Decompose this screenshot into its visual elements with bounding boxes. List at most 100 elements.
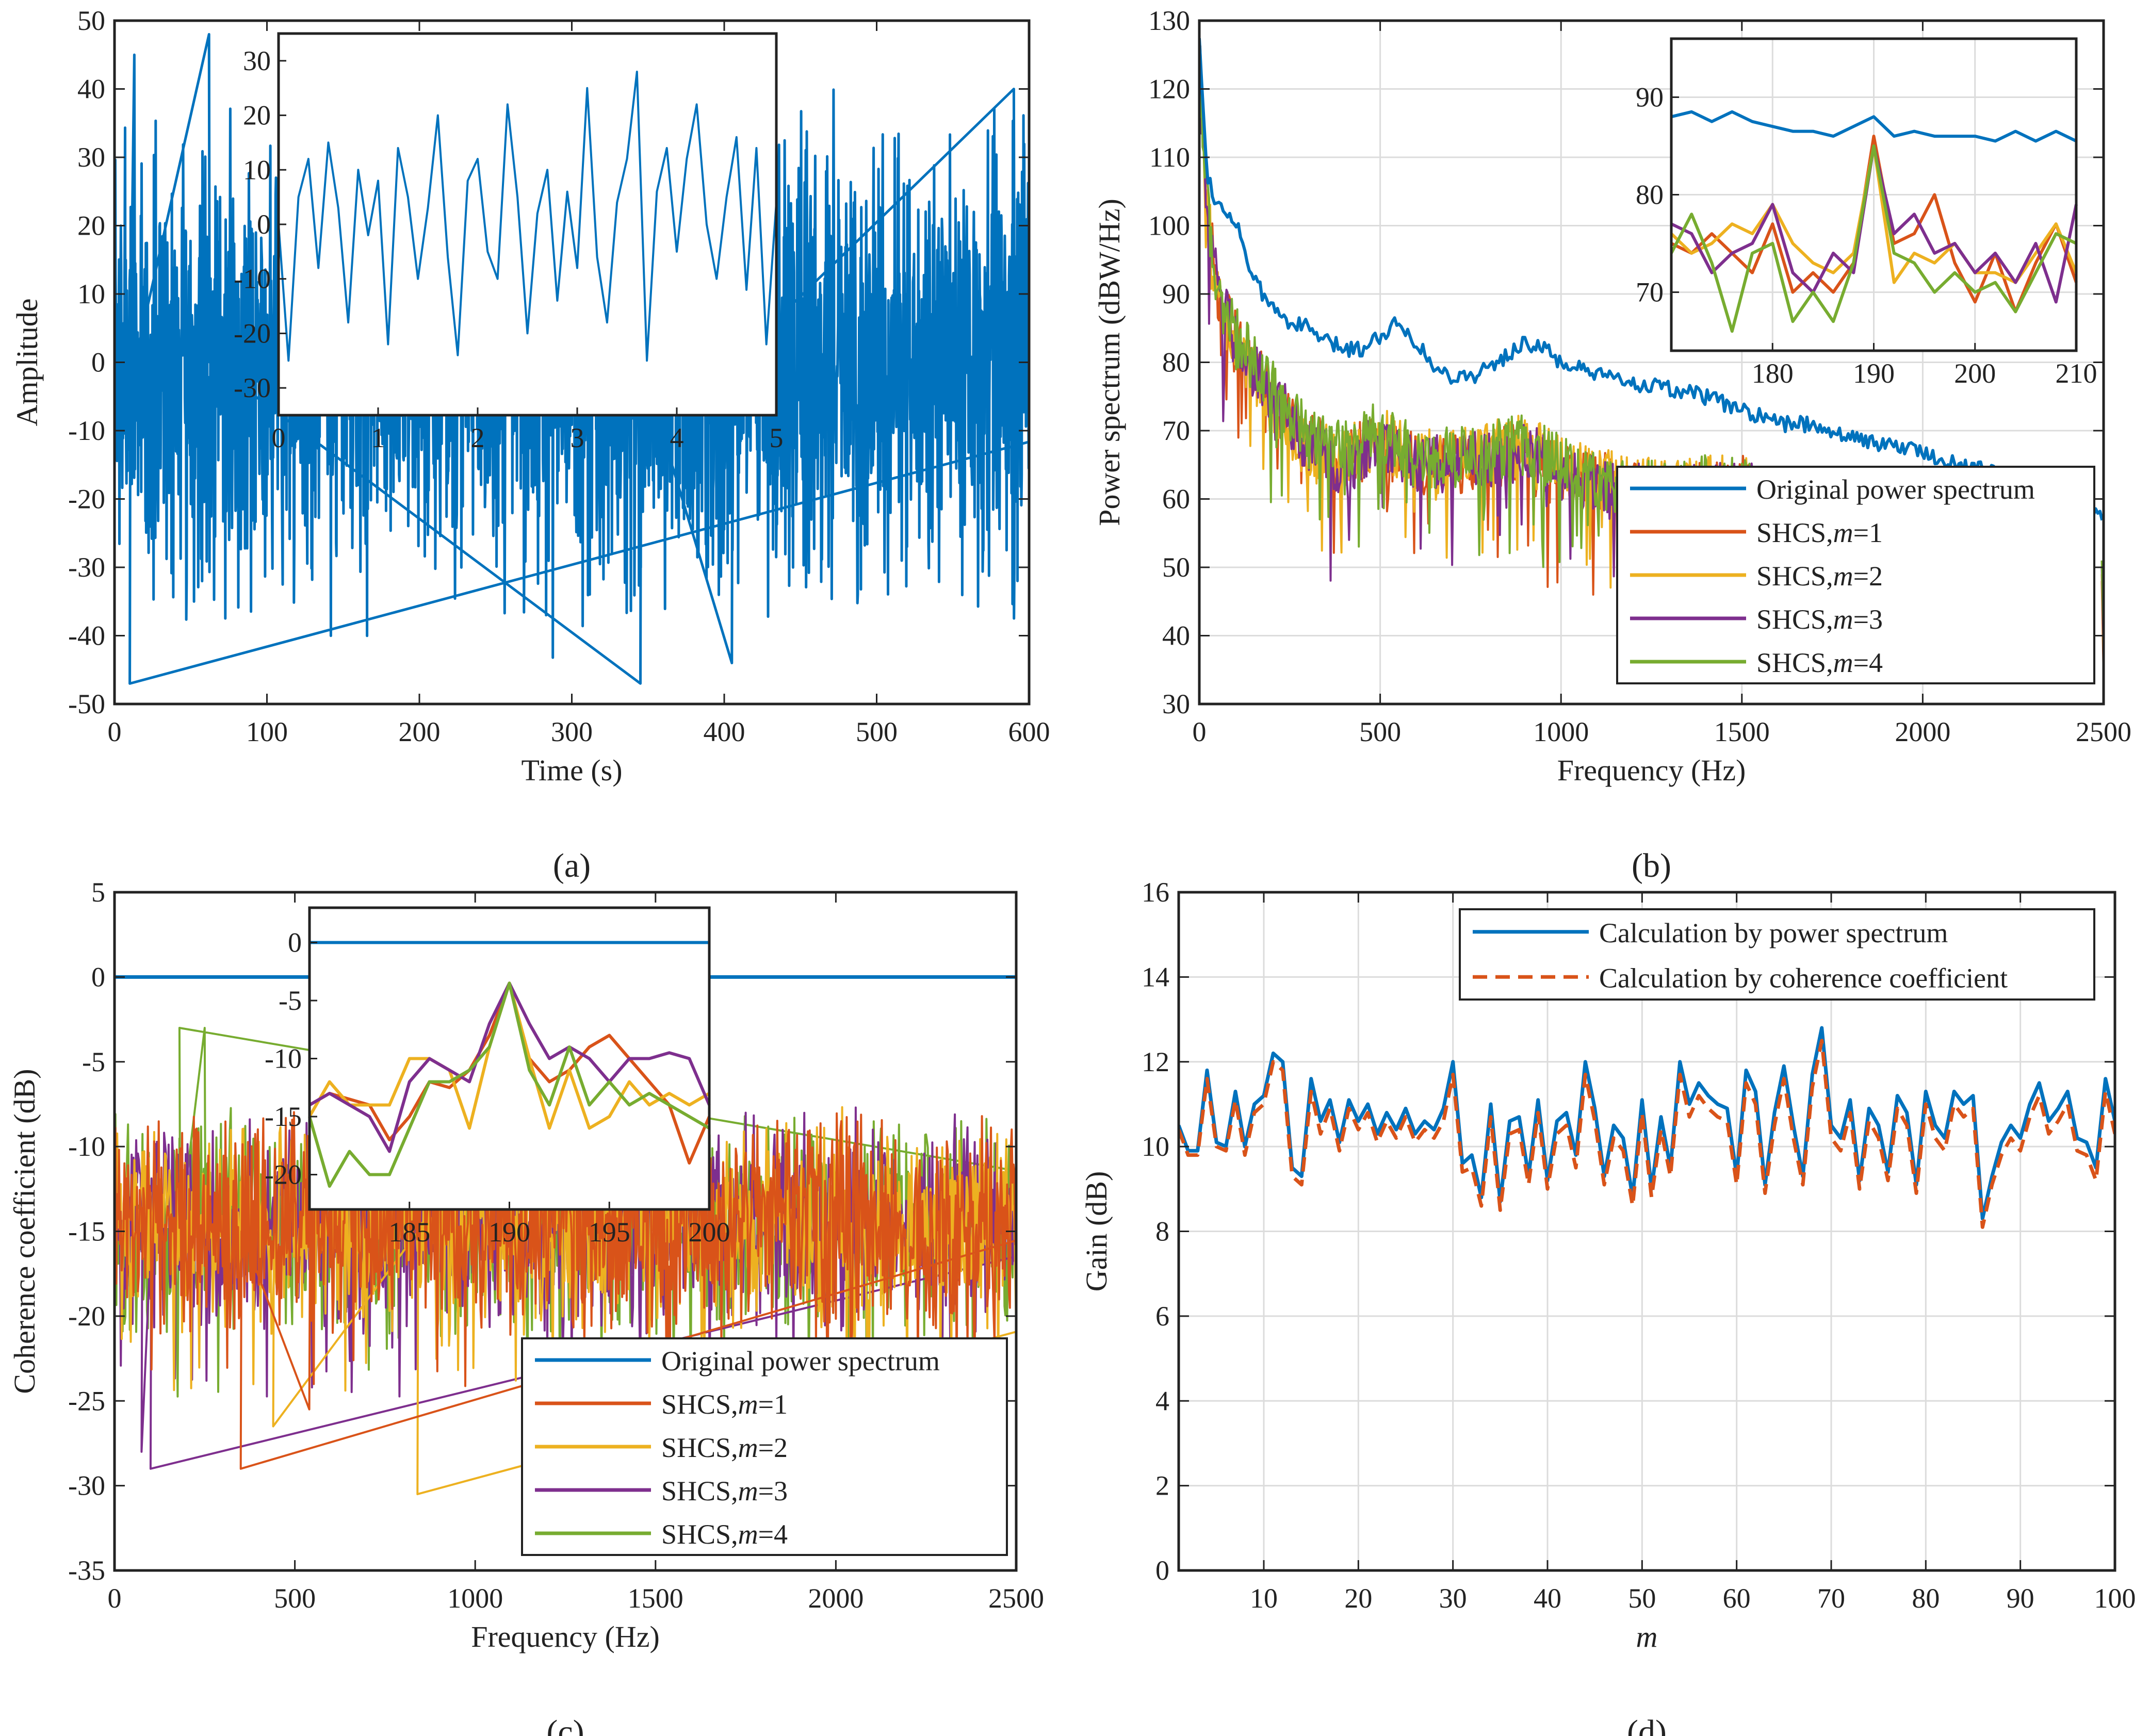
x-tick-label: 1000 [1533,716,1589,747]
series-line-original [1199,38,2104,521]
legend: Original power spectrum SHCS,m=1 SHCS,m=2 S… [521,1337,1008,1556]
inset-x-tick-label: 180 [1752,358,1794,389]
y-tick-label: 70 [1162,415,1190,446]
inset-frame [308,906,711,1211]
y-tick-label: 0 [1155,1555,1169,1586]
inset-b: 180 190 200 210 70 80 90 [1636,37,2097,389]
y-tick-label: 30 [77,142,105,173]
inset-x-tick-label: 200 [689,1217,730,1248]
inset-series-line-5 [1670,144,2077,333]
y-tick-label: -35 [68,1555,105,1586]
y-tick-label: 80 [1162,347,1190,378]
legend-label: Calculation by coherence coefficient [1599,962,2008,993]
y-tick-label: 10 [1142,1131,1169,1162]
legend-label: Original power spectrum [1756,474,2035,505]
inset-x-tick-label: 190 [488,1217,530,1248]
legend-label: SHCS,m=1 [661,1389,788,1420]
x-tick-label: 2500 [2076,716,2131,747]
inset-frame [1670,37,2078,352]
inset-y-tick-label: 0 [288,927,302,958]
y-tick-label: 0 [91,347,105,378]
y-tick-label: -50 [68,689,105,719]
inset-x-tick-label: 185 [388,1217,430,1248]
x-tick-label: 10 [1250,1583,1278,1614]
inset-y-tick-label: -20 [234,318,271,349]
y-tick-label: 4 [1155,1385,1169,1416]
legend-label: SHCS,m=4 [1756,647,1883,678]
y-tick-label: -40 [68,620,105,651]
inset-x-tick-label: 3 [571,422,584,453]
inset-y-tick-label: 20 [243,100,271,131]
inset-y-tick-label: 70 [1636,277,1664,308]
inset-x-tick-label: 190 [1853,358,1895,389]
inset-y-tick-label: -5 [279,985,302,1016]
y-tick-label: -20 [68,484,105,515]
x-tick-label: 0 [108,716,122,747]
y-tick-label: 90 [1162,279,1190,309]
y-tick-label: -30 [68,552,105,583]
axes-frame [113,19,1031,706]
y-tick-label: 30 [1162,689,1190,719]
legend-label: SHCS,m=1 [1756,517,1883,548]
inset-x-tick-label: 4 [670,422,684,453]
inset-y-tick-label: 90 [1636,81,1664,112]
y-tick-label: 40 [77,74,105,105]
x-tick-label: 200 [399,716,441,747]
inset-x-tick-label: 2 [471,422,485,453]
inset-y-tick-label: -10 [265,1043,302,1074]
inset-frame [277,32,778,417]
legend-label: SHCS,m=4 [661,1519,788,1550]
inset-y-tick-label: 10 [243,154,271,185]
x-tick-label: 600 [1008,716,1050,747]
y-axis-label: Gain (dB) [1080,1171,1113,1292]
x-axis-label: m [1636,1620,1658,1653]
panel-label: (a) [553,847,591,885]
y-tick-label: 5 [91,877,105,908]
inset-y-tick-label: -30 [234,372,271,403]
inset-x-tick-label: 210 [2056,358,2097,389]
x-tick-label: 2000 [1895,716,1950,747]
x-tick-label: 0 [1193,716,1207,747]
axes-frame [1198,19,2105,706]
y-tick-label: -10 [68,415,105,446]
y-tick-label: 8 [1155,1216,1169,1247]
y-tick-label: -10 [68,1131,105,1162]
x-tick-label: 40 [1534,1583,1561,1614]
y-tick-label: 14 [1142,961,1169,992]
y-axis-label: Amplitude [10,298,44,426]
inset-series-line-1 [278,71,777,362]
inset-y-tick-label: 0 [257,209,271,240]
inset-c: 185 190 195 200 -20 -15 -10 -5 0 [265,906,730,1248]
legend-label: SHCS,m=2 [661,1432,788,1463]
x-tick-label: 2000 [808,1583,864,1614]
inset-y-tick-label: 30 [243,45,271,76]
panel-d: 10 20 30 40 50 60 70 80 90 100 0 2 4 6 8 10 12 14 16 m Gain … [1080,877,2136,1736]
inset-y-tick-label: 80 [1636,179,1664,210]
inset-x-tick-label: 5 [770,422,784,453]
x-tick-label: 100 [246,716,288,747]
x-tick-label: 500 [856,716,898,747]
y-tick-label: -15 [68,1216,105,1247]
y-tick-label: -25 [68,1385,105,1416]
y-tick-label: 50 [77,5,105,36]
panel-label: (b) [1632,847,1671,885]
panel-label: (d) [1627,1713,1667,1736]
inset-series-line-1 [1671,110,2077,143]
y-tick-label: 20 [77,210,105,241]
y-tick-label: 40 [1162,620,1190,651]
inset-x-tick-label: 0 [272,422,286,453]
x-axis-label: Frequency (Hz) [471,1620,660,1653]
y-tick-label: 120 [1148,74,1190,105]
y-tick-label: -20 [68,1301,105,1332]
inset-y-tick-label: -20 [265,1159,302,1190]
y-axis-label: Coherence coefficient (dB) [8,1069,41,1394]
x-tick-label: 100 [2094,1583,2136,1614]
inset-x-tick-label: 195 [589,1217,630,1248]
x-tick-label: 1500 [628,1583,683,1614]
x-tick-label: 300 [551,716,593,747]
plot-area-d [1179,1026,2115,1229]
series-line-coherence [1179,1039,2115,1229]
x-tick-label: 60 [1723,1583,1751,1614]
legend-box [1459,908,2095,1001]
